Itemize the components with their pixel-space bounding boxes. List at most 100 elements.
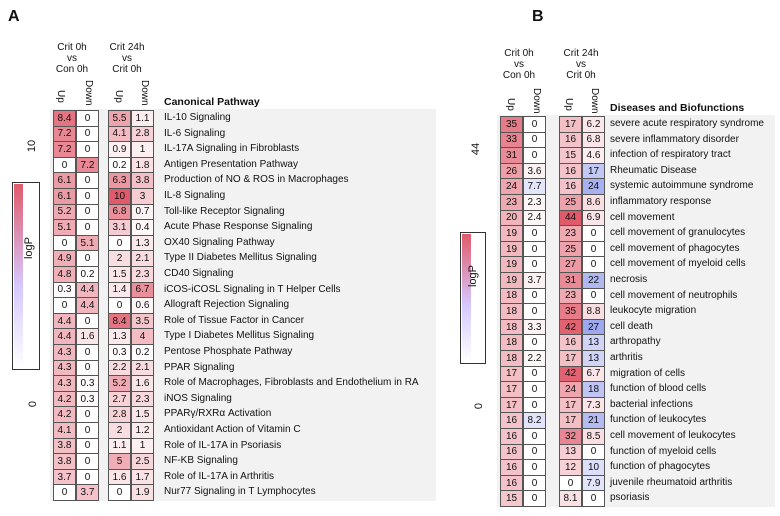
heatmap-cell: 21 (582, 412, 605, 429)
heatmap-cell: 4.1 (108, 125, 131, 143)
heatmap-cell: 3 (131, 188, 154, 205)
heatmap-cell: 0 (523, 240, 546, 258)
heatmap-cell: 8.2 (523, 412, 546, 429)
heatmap-cell: 5.2 (108, 375, 131, 392)
heatmap-cell: 0 (582, 240, 605, 258)
heatmap-cell: 3.7 (76, 484, 99, 501)
heatmap-cell: 1.5 (131, 406, 154, 423)
heatmap-cell: 8.4 (108, 312, 131, 330)
row-label: Antioxidant Action of Vitamin C (164, 424, 301, 435)
panel-a-header: Canonical Pathway (164, 96, 260, 108)
heatmap-cell: 1.2 (131, 422, 154, 439)
heatmap-cell: 3.7 (53, 468, 76, 486)
panel-b-g1-line3: Con 0h (502, 70, 536, 81)
heatmap-cell: 15 (559, 147, 582, 164)
heatmap-cell: 24 (582, 178, 605, 195)
panel-a-scale-max: 10 (26, 139, 39, 153)
heatmap-cell: 0.3 (76, 375, 99, 392)
heatmap-cell: 0 (582, 443, 605, 461)
heatmap-cell: 0 (582, 256, 605, 273)
panel-a-letter: A (8, 8, 20, 25)
heatmap-cell: 16 (559, 334, 582, 351)
heatmap-cell: 8.4 (53, 110, 76, 127)
heatmap-cell: 2.3 (131, 266, 154, 283)
panel-b-scale-bar (462, 234, 471, 362)
heatmap-cell: 0 (582, 287, 605, 305)
heatmap-cell: 0 (523, 365, 546, 383)
row-label: IL-6 Signaling (164, 127, 226, 139)
panel-a-g2-line2: vs (122, 53, 132, 64)
heatmap-cell: 4.8 (53, 266, 76, 283)
row-label: severe inflammatory disorder (610, 133, 739, 145)
heatmap-cell: 2 (108, 422, 131, 439)
heatmap-cell: 5 (108, 453, 131, 470)
panel-b-g2-line2: vs (576, 59, 586, 70)
row-label: migration of cells (610, 367, 686, 379)
heatmap-cell: 19 (500, 256, 523, 273)
row-label: Role of IL-17A in Arthritis (164, 470, 275, 482)
heatmap-cell: 0 (76, 188, 99, 205)
panel-a-g1-line3: Con 0h (55, 64, 89, 75)
row-label: systemic autoimmune syndrome (610, 180, 754, 192)
row-label: Production of NO & ROS in Macrophages (164, 174, 349, 186)
panel-b-scale-min: 0 (473, 402, 486, 410)
panel-b-scale (460, 232, 486, 364)
panel-b-header: Diseases and Biofunctions (610, 102, 745, 114)
heatmap-cell: 5.1 (76, 234, 99, 252)
heatmap-cell: 10 (582, 459, 605, 476)
heatmap-cell: 8.6 (582, 194, 605, 211)
heatmap-cell: 4.3 (53, 359, 76, 377)
row-label: cell movement of granulocytes (610, 227, 746, 239)
heatmap-cell: 0 (523, 490, 546, 507)
heatmap-cell: 4.4 (76, 297, 99, 314)
row-label: infection of respiratory tract (610, 149, 731, 161)
heatmap-cell: 2 (108, 250, 131, 267)
heatmap-cell: 1.5 (108, 266, 131, 283)
heatmap-cell: 0 (53, 484, 76, 501)
heatmap-cell: 16 (559, 162, 582, 180)
heatmap-cell: 7.2 (76, 156, 99, 174)
heatmap-cell: 6.1 (53, 188, 76, 205)
heatmap-cell: 0.2 (108, 156, 131, 174)
panel-b-g1-line2: vs (514, 59, 524, 70)
heatmap-cell: 3.6 (523, 162, 546, 180)
row-label: OX40 Signaling Pathway (164, 236, 275, 248)
heatmap-cell: 6.1 (53, 172, 76, 189)
row-label: Allograft Rejection Signaling (164, 299, 290, 311)
heatmap-cell: 1 (131, 437, 154, 455)
panel-a-g1-line1: Crit 0h (57, 42, 87, 53)
panel-a-col-up1: Up (55, 90, 66, 103)
heatmap-cell: 0 (523, 396, 546, 414)
heatmap-cell: 4.4 (53, 328, 76, 345)
heatmap-cell: 0 (53, 297, 76, 314)
heatmap-cell: 1.4 (108, 281, 131, 299)
heatmap-cell: 0 (76, 406, 99, 423)
heatmap-cell: 1.3 (108, 328, 131, 345)
heatmap-cell: 2.2 (523, 350, 546, 367)
heatmap-cell: 4.2 (53, 390, 76, 408)
heatmap-cell: 3.5 (131, 312, 154, 330)
heatmap-cell: 24 (500, 178, 523, 195)
row-label: Antigen Presentation Pathway (164, 158, 298, 170)
heatmap-cell: 0.2 (131, 344, 154, 361)
heatmap-cell: 7.9 (582, 474, 605, 492)
heatmap-cell: 0.3 (76, 390, 99, 408)
heatmap-cell: 4.6 (582, 147, 605, 164)
heatmap-cell: 4.3 (53, 344, 76, 361)
heatmap-cell: 0.3 (53, 281, 76, 299)
heatmap-cell: 4.3 (53, 375, 76, 392)
heatmap-cell: 0 (76, 125, 99, 143)
heatmap-cell: 3.8 (53, 437, 76, 455)
heatmap-cell: 19 (500, 272, 523, 289)
heatmap-cell: 18 (500, 334, 523, 351)
heatmap-cell: 19 (500, 225, 523, 242)
heatmap-cell: 16 (500, 428, 523, 445)
heatmap-cell: 0 (523, 225, 546, 242)
heatmap-cell: 4.2 (53, 406, 76, 423)
panel-a-g2-line3: Crit 0h (112, 64, 142, 75)
heatmap-cell: 0 (76, 250, 99, 267)
heatmap-cell: 3.3 (523, 318, 546, 336)
heatmap-cell: 18 (500, 318, 523, 336)
heatmap-cell: 1.3 (131, 234, 154, 252)
heatmap-cell: 35 (559, 303, 582, 320)
